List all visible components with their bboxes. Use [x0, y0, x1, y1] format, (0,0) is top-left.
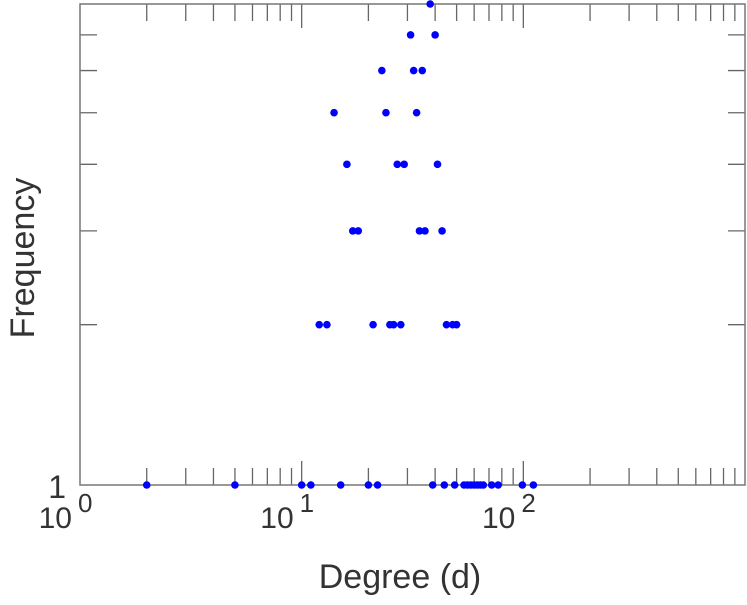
data-point — [400, 160, 408, 169]
plot-frame — [79, 3, 746, 486]
data-point — [343, 160, 351, 169]
x-tick-label-exponent: 1 — [300, 488, 314, 518]
data-point — [323, 320, 331, 329]
data-point — [438, 227, 446, 235]
tick-labels: 10 0 10 1 10 21 — [39, 469, 536, 535]
data-point — [231, 481, 239, 489]
data-point — [418, 66, 427, 75]
data-point — [369, 320, 377, 329]
x-axis-label: Degree (d) — [319, 558, 482, 596]
data-point — [406, 31, 415, 39]
y-axis-label: Frequency — [4, 178, 42, 339]
data-point — [518, 481, 527, 489]
x-tick-label: 10 2 — [482, 488, 536, 535]
data-point — [336, 481, 345, 489]
data-point — [389, 320, 398, 329]
data-point — [487, 481, 496, 489]
x-tick-label-base: 10 — [39, 502, 72, 535]
data-points — [142, 0, 538, 489]
data-point — [364, 481, 373, 489]
x-tick-label-exponent: 2 — [521, 488, 535, 518]
x-tick-label-exponent: 0 — [78, 488, 92, 518]
x-tick-label: 10 1 — [260, 488, 314, 535]
data-point — [442, 320, 451, 329]
data-point — [421, 227, 429, 235]
data-point — [479, 481, 488, 489]
data-point — [529, 481, 538, 489]
data-point — [396, 320, 405, 329]
data-point — [297, 481, 306, 489]
data-point — [440, 481, 449, 489]
axis-ticks — [80, 4, 745, 485]
data-point — [431, 31, 439, 39]
data-point — [315, 320, 324, 329]
data-point — [393, 160, 402, 169]
data-point — [307, 481, 315, 489]
data-point — [382, 108, 390, 117]
data-point — [373, 481, 382, 489]
data-point — [494, 481, 502, 489]
data-point — [452, 320, 461, 329]
data-point — [330, 108, 338, 117]
data-point — [142, 481, 151, 489]
data-point — [426, 0, 434, 8]
y-tick-label: 1 — [48, 469, 66, 505]
data-point — [450, 481, 459, 489]
data-point — [415, 227, 424, 235]
x-tick-label-base: 10 — [260, 502, 293, 535]
data-point — [354, 227, 363, 235]
x-tick-label-base: 10 — [482, 502, 515, 535]
x-tick-label: 10 0 — [39, 488, 93, 535]
data-point — [378, 66, 386, 75]
data-point — [412, 108, 421, 117]
data-point — [409, 66, 418, 75]
data-point — [348, 227, 357, 235]
data-point — [428, 481, 437, 489]
data-point — [433, 160, 442, 169]
